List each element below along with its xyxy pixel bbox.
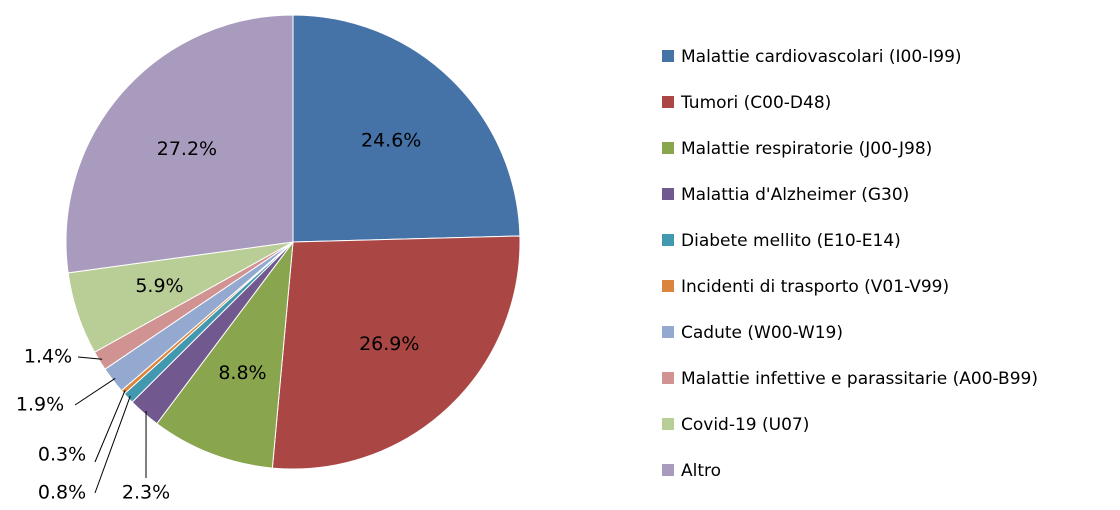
data-label: 26.9% [359,333,419,355]
legend-label: Altro [681,461,721,481]
data-label: 8.8% [218,362,266,384]
legend-swatch [662,280,674,292]
legend-swatch [662,234,674,246]
legend-swatch [662,50,674,62]
pie-slice [293,15,520,242]
legend-swatch [662,464,674,476]
data-label: 24.6% [361,130,421,152]
legend-swatch [662,188,674,200]
legend-swatch [662,96,674,108]
legend-label: Covid-19 (U07) [681,415,809,435]
data-label: 5.9% [135,275,183,297]
data-label: 1.4% [24,346,72,368]
leader-line [75,378,115,405]
data-label: 1.9% [16,394,64,416]
data-label: 27.2% [157,138,217,160]
data-label: 0.8% [38,482,86,504]
legend-label: Malattie respiratorie (J00-J98) [681,139,932,159]
legend-swatch [662,326,674,338]
legend-label: Diabete mellito (E10-E14) [681,231,901,251]
legend-label: Malattia d'Alzheimer (G30) [681,185,909,205]
legend-label: Malattie cardiovascolari (I00-I99) [681,47,962,67]
legend-label: Incidenti di trasporto (V01-V99) [681,277,949,297]
legend-label: Malattie infettive e parassitarie (A00-B… [681,369,1038,389]
legend-swatch [662,142,674,154]
legend-swatch [662,372,674,384]
data-label: 0.3% [38,444,86,466]
legend-label: Cadute (W00-W19) [681,323,843,343]
legend-label: Tumori (C00-D48) [680,93,831,113]
data-label: 2.3% [122,482,170,504]
legend-swatch [662,418,674,430]
leader-line [95,396,130,493]
